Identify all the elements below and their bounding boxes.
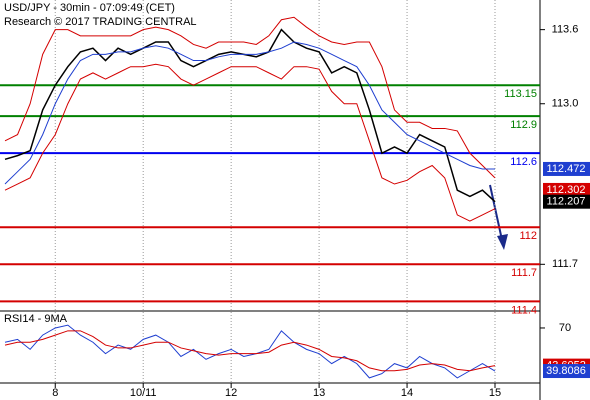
price-tag-label: 112.472 [547, 163, 586, 175]
price-tag [543, 194, 590, 209]
series-line [4, 28, 496, 203]
price-tag [543, 161, 590, 176]
x-tick-label: 12 [225, 387, 237, 399]
level-label: 112 [519, 230, 537, 242]
series-line [4, 41, 495, 185]
series-line [4, 324, 496, 379]
y-tick-label: 70 [559, 322, 571, 334]
price-tag-label: 112.302 [547, 184, 586, 196]
series-line [4, 330, 496, 372]
price-tag-label: 39.8086 [546, 365, 586, 377]
level-label: 112.6 [510, 156, 537, 168]
level-label: 111.7 [511, 267, 537, 279]
y-tick-label: 113.6 [552, 24, 579, 36]
price-tag [543, 182, 590, 197]
y-tick-label: 113.0 [552, 98, 579, 110]
level-label: 113.15 [504, 88, 537, 100]
forecast-arrow [489, 184, 508, 250]
x-tick-label: 15 [489, 387, 501, 399]
price-tag [543, 364, 590, 379]
series-line [4, 63, 496, 222]
price-tag-label: 112.207 [547, 196, 586, 208]
rsi-title: RSI14 - 9MA [4, 313, 68, 325]
chart-subtitle: Research © 2017 TRADING CENTRAL [4, 16, 197, 28]
level-label: 112.9 [510, 119, 537, 131]
x-tick-label: 8 [52, 387, 58, 399]
series-line [4, 16, 496, 179]
y-tick-label: 111.7 [552, 258, 578, 270]
x-tick-label: 13 [313, 387, 325, 399]
x-tick-label: 14 [401, 387, 413, 399]
x-tick-label: 10/11 [130, 387, 157, 399]
level-label: 111.4 [511, 304, 537, 316]
chart-title: USD/JPY - 30min - 07:09:49 (CET) [4, 2, 175, 14]
